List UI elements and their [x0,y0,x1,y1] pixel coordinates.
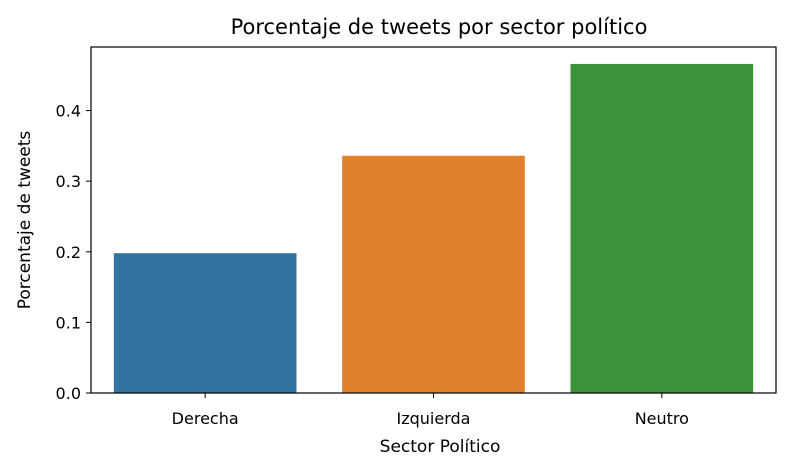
plot-frame [90,46,777,394]
y-tick-label: 0.4 [56,102,81,121]
bar-neutro [570,63,754,394]
x-tick-label: Derecha [172,409,239,428]
x-tick-label: Izquierda [397,409,471,428]
bar-izquierda [342,155,525,393]
x-tick-label: Neutro [635,409,689,428]
bar-derecha [113,253,297,393]
y-axis-ticks: 0.0 0.1 0.2 0.3 0.4 [56,102,91,403]
chart-title: Porcentaje de tweets por sector político [231,15,648,39]
y-axis-label: Porcentaje de tweets [15,131,35,310]
y-tick-label: 0.2 [56,243,81,262]
x-axis-ticks: Derecha Izquierda Neutro [172,393,689,428]
bars-group [113,63,754,394]
x-axis-label: Sector Político [380,437,501,457]
y-tick-label: 0.1 [56,313,81,332]
y-tick-label: 0.0 [56,384,81,403]
y-tick-label: 0.3 [56,172,81,191]
